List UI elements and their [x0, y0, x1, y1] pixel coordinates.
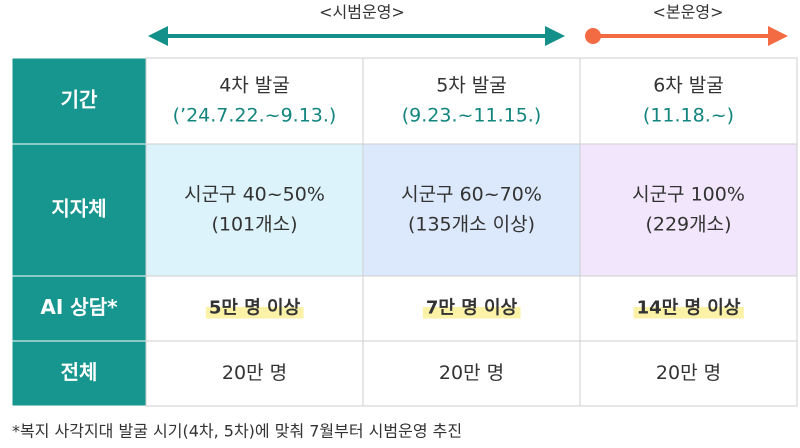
- cell-text: 5차 발굴: [436, 75, 507, 97]
- row-header: 기간: [61, 88, 98, 112]
- cell: [579, 57, 798, 145]
- cell-text: (101개소): [211, 214, 297, 236]
- cell-text: (135개소 이상): [408, 214, 535, 236]
- cell: [362, 57, 581, 145]
- row-header: AI 상담*: [40, 295, 118, 319]
- cell-text: 20만 명: [656, 362, 721, 384]
- main-label: <본운영>: [653, 3, 724, 22]
- cell: [579, 340, 798, 407]
- cell-text: 시군구 40~50%: [184, 184, 325, 206]
- cell-text: 4차 발굴: [219, 75, 290, 97]
- cell-text: 20만 명: [222, 362, 287, 384]
- cell: [145, 340, 364, 407]
- cell-text: 20만 명: [439, 362, 504, 384]
- cell: [362, 340, 581, 407]
- footnote: *복지 사각지대 발굴 시기(4차, 5차)에 맞춰 7월부터 시범운영 추진: [12, 422, 462, 441]
- cell-text: 7만 명 이상: [426, 298, 518, 319]
- cell-text: (229개소): [645, 214, 731, 236]
- cell-text: 6차 발굴: [653, 75, 724, 97]
- cell-text: (9.23.~11.15.): [402, 105, 542, 127]
- cell-text: 시군구 100%: [632, 184, 745, 206]
- cell-text: 시군구 60~70%: [401, 184, 542, 206]
- highlight: [205, 306, 304, 319]
- highlight: [633, 306, 744, 319]
- cell: [145, 57, 364, 145]
- trial-label: <시범운영>: [319, 3, 405, 22]
- cell: [579, 143, 798, 277]
- highlight: [422, 306, 521, 319]
- row-header-cell: [11, 340, 147, 407]
- row-header-cell: [11, 57, 147, 145]
- cell: [145, 143, 364, 277]
- cell-text: 5만 명 이상: [209, 298, 301, 319]
- row-header: 전체: [61, 360, 98, 384]
- row-header-cell: [11, 275, 147, 342]
- cell-text: (11.18.~): [643, 105, 734, 127]
- table: 기간 4차 발굴 (’24.7.22.~9.13.) 5차 발굴 (9.23.~11.1…: [11, 57, 798, 407]
- cell: [362, 143, 581, 277]
- cell-text: (’24.7.22.~9.13.): [173, 105, 337, 127]
- cell-text: 14만 명 이상: [637, 298, 741, 319]
- row-header-cell: [11, 143, 147, 277]
- row-header: 지자체: [51, 197, 106, 221]
